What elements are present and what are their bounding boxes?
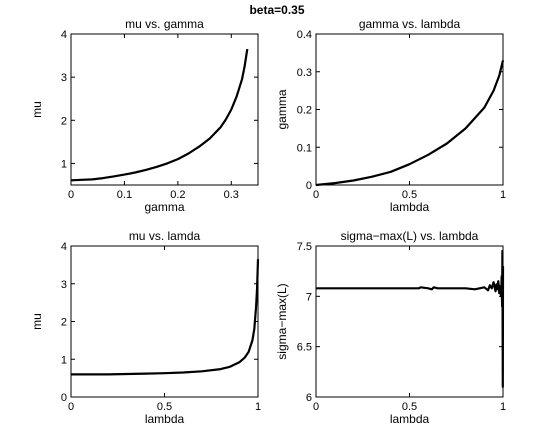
x-tick-label: 0 — [68, 401, 74, 413]
subplot-1: 0 0.1 0.2 0.3 1 2 3 4 mu vs. gamma gamma mu — [30, 17, 259, 214]
x-tick-label: 0 — [68, 189, 74, 201]
y-tick-label: 0.2 — [297, 105, 312, 117]
axes-frame — [70, 33, 259, 186]
x-tick-label: 1 — [255, 401, 261, 413]
x-tick-label: 1 — [500, 189, 506, 201]
y-tick-label: 3 — [61, 279, 67, 291]
y-tick-label: 7 — [306, 291, 312, 303]
x-tick-label: 0 — [313, 189, 319, 201]
y-tick-label: 3 — [61, 72, 67, 84]
figure-suptitle: beta=0.35 — [249, 3, 304, 17]
y-tick-label: 2 — [61, 317, 67, 329]
y-tick-label: 0 — [306, 180, 312, 192]
subplot-title: gamma vs. lambda — [359, 17, 461, 31]
y-tick-label: 2 — [61, 115, 67, 127]
x-axis-label: lambda — [145, 412, 185, 426]
x-tick-label: 0.3 — [224, 189, 239, 201]
y-tick-label: 1 — [61, 158, 67, 170]
y-axis-label: mu — [30, 101, 44, 118]
y-tick-label: 6 — [306, 392, 312, 404]
y-tick-label: 0.1 — [297, 142, 312, 154]
axes-frame — [315, 33, 504, 186]
subplot-title: mu vs. lamda — [129, 229, 201, 243]
subplot-title: sigma−max(L) vs. lambda — [341, 229, 479, 243]
subplot-4: 0 0.5 1 6 6.5 7 7.5 sigma−max(L) vs. lambda lamb… — [275, 229, 506, 426]
y-tick-label: 4 — [61, 29, 67, 41]
y-axis-label: sigma−max(L) — [275, 283, 289, 359]
axes-frame — [70, 245, 259, 398]
y-tick-label: 0 — [61, 392, 67, 404]
x-tick-label: 0.5 — [402, 189, 417, 201]
subplot-title: mu vs. gamma — [125, 17, 204, 31]
y-tick-label: 1 — [61, 354, 67, 366]
series-line — [70, 48, 249, 182]
subplot-3: 0 0.5 1 0 1 2 3 4 mu vs. lamda lambda mu — [30, 229, 261, 426]
x-tick-label: 0.5 — [157, 401, 172, 413]
y-tick-label: 0.4 — [297, 29, 312, 41]
y-tick-label: 0.3 — [297, 67, 312, 79]
series-line — [315, 60, 505, 187]
x-axis-label: lambda — [390, 200, 430, 214]
series-line — [71, 259, 260, 376]
x-tick-label: 0.2 — [170, 189, 185, 201]
y-tick-label: 4 — [61, 241, 67, 253]
x-axis-label: lambda — [390, 412, 430, 426]
subplot-2: 0 0.5 1 0 0.1 0.2 0.3 0.4 gamma vs. lambda lambda… — [275, 17, 506, 214]
y-axis-label: gamma — [275, 89, 289, 129]
x-tick-label: 0.1 — [117, 189, 132, 201]
x-axis-label: gamma — [144, 200, 184, 214]
axes-frame — [315, 245, 504, 398]
y-tick-label: 7.5 — [297, 241, 312, 253]
x-tick-label: 1 — [500, 401, 506, 413]
x-tick-label: 0.5 — [402, 401, 417, 413]
series-line — [316, 249, 505, 388]
x-tick-label: 0 — [313, 401, 319, 413]
y-axis-label: mu — [30, 313, 44, 330]
y-tick-label: 6.5 — [297, 342, 312, 354]
